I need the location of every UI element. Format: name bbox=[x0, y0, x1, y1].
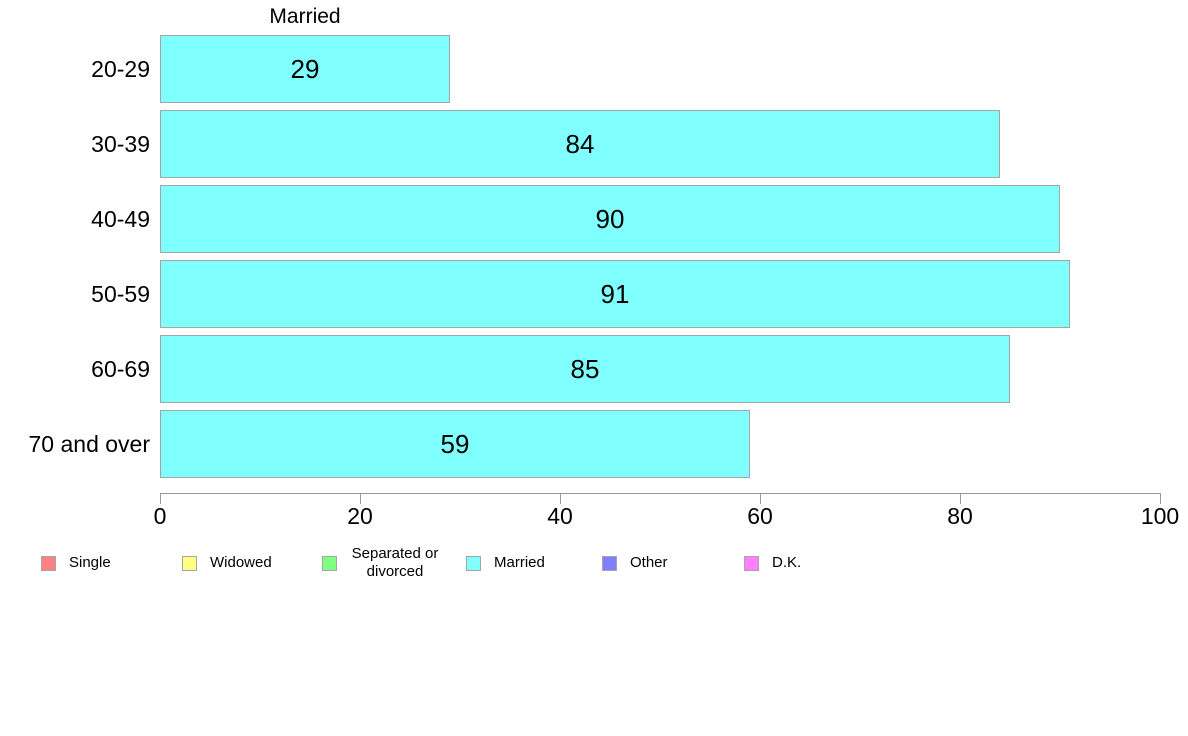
x-axis-tick-label: 100 bbox=[1140, 503, 1180, 529]
x-axis-tick-label: 20 bbox=[347, 503, 373, 529]
category-label: 50-59 bbox=[91, 280, 150, 307]
legend-swatch bbox=[466, 555, 481, 571]
legend-swatch bbox=[41, 555, 56, 571]
bar: 29 bbox=[160, 35, 450, 103]
x-axis-tick bbox=[1160, 493, 1161, 504]
legend-swatch bbox=[182, 555, 197, 571]
category-label: 60-69 bbox=[91, 355, 150, 382]
legend-swatch bbox=[322, 555, 337, 571]
category-label: 70 and over bbox=[28, 430, 150, 457]
x-axis-line bbox=[160, 493, 1161, 494]
legend-label: Married bbox=[494, 554, 545, 571]
value-label: 59 bbox=[440, 428, 470, 459]
x-axis-tick bbox=[360, 493, 361, 504]
x-axis-tick bbox=[160, 493, 161, 504]
chart-title: Married bbox=[269, 5, 341, 28]
x-axis-tick-label: 60 bbox=[747, 503, 773, 529]
legend-swatch bbox=[602, 555, 617, 571]
value-label: 85 bbox=[570, 353, 600, 384]
x-axis-tick-label: 80 bbox=[947, 503, 973, 529]
bar: 59 bbox=[160, 410, 750, 478]
legend-item: Other bbox=[602, 547, 668, 579]
legend-item: Separated or divorced bbox=[322, 545, 440, 580]
legend-item: D.K. bbox=[744, 547, 801, 579]
bar: 84 bbox=[160, 110, 1000, 178]
value-label: 91 bbox=[600, 278, 630, 309]
category-label: 20-29 bbox=[91, 55, 150, 82]
legend-swatch bbox=[744, 555, 759, 571]
value-label: 29 bbox=[290, 53, 320, 84]
category-label: 30-39 bbox=[91, 130, 150, 157]
x-axis-tick-label: 40 bbox=[547, 503, 573, 529]
legend-item: Widowed bbox=[182, 547, 272, 579]
legend-item: Single bbox=[41, 547, 111, 579]
value-label: 84 bbox=[565, 128, 595, 159]
bar: 85 bbox=[160, 335, 1010, 403]
legend-label: Separated or divorced bbox=[351, 545, 439, 580]
x-axis-tick bbox=[960, 493, 961, 504]
x-axis-tick bbox=[760, 493, 761, 504]
legend-label: Other bbox=[630, 554, 668, 571]
legend-label: Widowed bbox=[210, 554, 272, 571]
legend-label: D.K. bbox=[772, 554, 802, 571]
x-axis-tick bbox=[560, 493, 561, 504]
bar: 90 bbox=[160, 185, 1060, 253]
category-label: 40-49 bbox=[91, 205, 150, 232]
x-axis-tick-label: 0 bbox=[153, 503, 167, 529]
bar: 91 bbox=[160, 260, 1070, 328]
legend-label: Single bbox=[69, 554, 111, 571]
value-label: 90 bbox=[595, 203, 625, 234]
legend-item: Married bbox=[466, 547, 545, 579]
